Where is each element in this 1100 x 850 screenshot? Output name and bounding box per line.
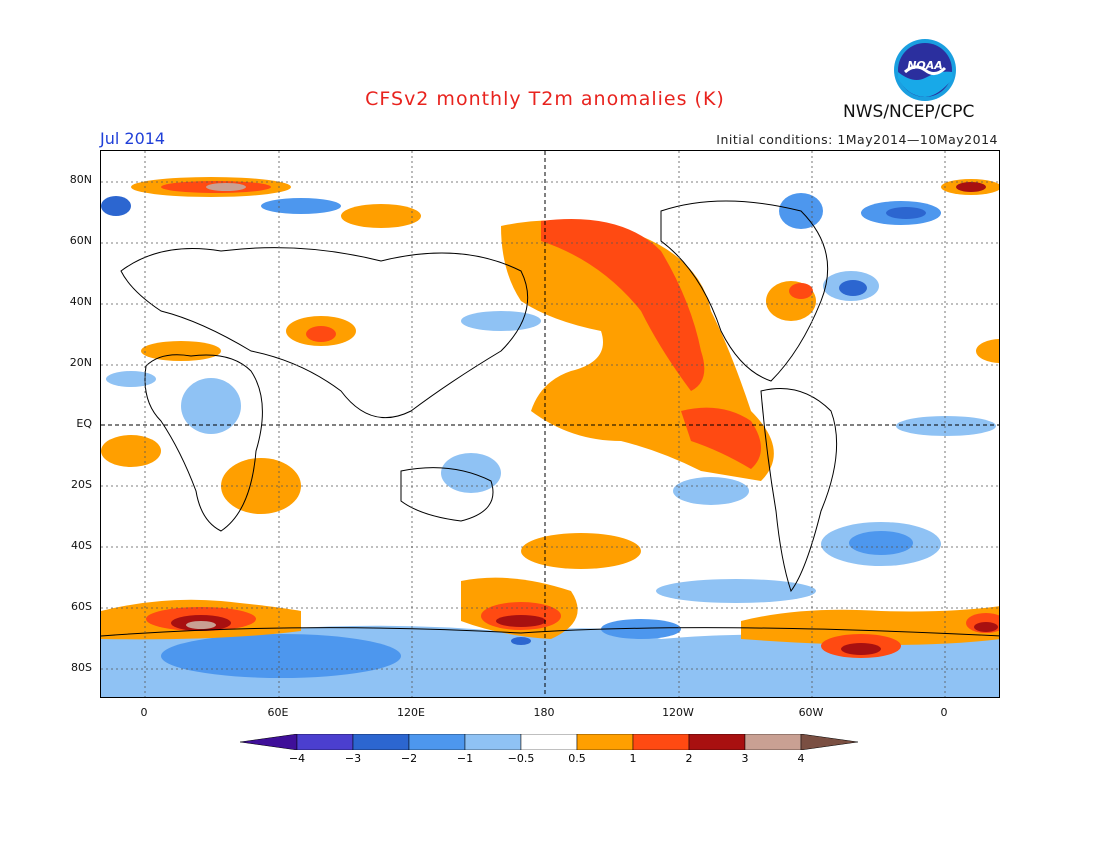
lon-tick-label: 60W	[798, 706, 824, 719]
colorbar-label: −2	[400, 752, 418, 765]
lon-tick-label: 0	[140, 706, 148, 719]
graticule	[101, 151, 999, 697]
map-svg	[101, 151, 999, 697]
lat-tick-label: 60N	[69, 234, 92, 247]
colorbar-label: −0.5	[507, 752, 535, 765]
colorbar-label: 0.5	[568, 752, 586, 765]
lat-tick-label: EQ	[76, 417, 92, 430]
period-label: Jul 2014	[100, 129, 166, 148]
lat-tick-label: 20N	[69, 356, 92, 369]
lon-tick-label: 60E	[267, 706, 289, 719]
colorbar-cell	[408, 734, 466, 750]
lat-tick-label: 40N	[69, 295, 92, 308]
colorbar-triangle-high	[800, 734, 859, 750]
lon-tick-label: 0	[940, 706, 948, 719]
chart-title: CFSv2 monthly T2m anomalies (K)	[365, 88, 725, 110]
colorbar-cell	[632, 734, 690, 750]
colorbar-cell	[688, 734, 746, 750]
colorbar-label: 2	[685, 752, 693, 765]
colorbar-label: 4	[797, 752, 805, 765]
colorbar-cell	[296, 734, 354, 750]
initial-conditions-label: Initial conditions: 1May2014—10May2014	[716, 132, 998, 147]
lon-tick-label: 120W	[662, 706, 694, 719]
cold-anomaly-regions	[101, 193, 999, 697]
anomaly-map	[100, 150, 1000, 698]
colorbar-label: 3	[741, 752, 749, 765]
reference-lines	[101, 151, 999, 697]
coastlines	[101, 200, 999, 637]
lat-tick-label: 20S	[71, 478, 92, 491]
logo-lettering: NOAA	[907, 59, 943, 72]
lat-tick-label: 80N	[69, 173, 92, 186]
noaa-logo: NOAA	[894, 39, 956, 101]
lat-tick-label: 40S	[71, 539, 92, 552]
lat-tick-label: 60S	[71, 600, 92, 613]
lon-tick-label: 180	[533, 706, 555, 719]
agency-label: NWS/NCEP/CPC	[843, 102, 975, 122]
colorbar-label: −3	[344, 752, 362, 765]
colorbar-cell	[744, 734, 802, 750]
colorbar-cell	[520, 734, 578, 750]
colorbar-cell	[464, 734, 522, 750]
colorbar-label: −4	[288, 752, 306, 765]
colorbar-label: −1	[456, 752, 474, 765]
lat-tick-label: 80S	[71, 661, 92, 674]
colorbar-cell	[576, 734, 634, 750]
colorbar-label: 1	[629, 752, 637, 765]
lon-tick-label: 120E	[397, 706, 425, 719]
colorbar	[240, 734, 859, 750]
colorbar-cell	[352, 734, 410, 750]
warm-anomaly-regions	[101, 177, 999, 658]
colorbar-triangle-low	[240, 734, 298, 750]
